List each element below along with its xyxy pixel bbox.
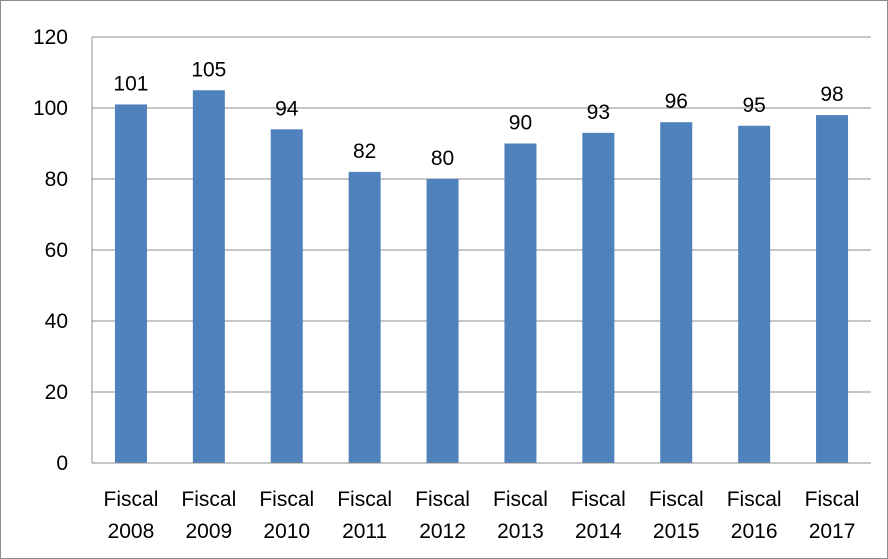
bar xyxy=(426,179,459,463)
y-tick-label: 60 xyxy=(45,239,68,262)
y-tick-label: 100 xyxy=(33,97,68,120)
x-tick-label: 2008 xyxy=(108,520,155,543)
x-tick-label: 2009 xyxy=(185,520,232,543)
y-tick-label: 80 xyxy=(45,168,68,191)
x-tick-label: Fiscal xyxy=(493,488,548,511)
x-tick-label: 2010 xyxy=(263,520,310,543)
x-tick-label: 2011 xyxy=(342,520,387,543)
bars xyxy=(114,90,849,464)
bar xyxy=(114,104,147,463)
y-tick-label: 40 xyxy=(45,310,68,333)
bar xyxy=(270,129,303,464)
data-label: 93 xyxy=(587,101,610,124)
labels: 0 20 40 60 80 100 120 101 Fiscal 2008 105 Fiscal 200… xyxy=(33,26,860,543)
x-tick-label: Fiscal xyxy=(415,488,470,511)
y-tick-label: 120 xyxy=(33,26,68,49)
bar xyxy=(660,122,693,463)
bar xyxy=(348,171,381,463)
x-tick-label: Fiscal xyxy=(571,488,626,511)
bar xyxy=(192,90,225,463)
data-label: 101 xyxy=(113,72,148,95)
bar xyxy=(504,143,537,463)
data-label: 82 xyxy=(353,140,376,163)
axes xyxy=(91,37,871,464)
data-label: 90 xyxy=(509,112,532,135)
x-tick-label: Fiscal xyxy=(805,488,860,511)
x-tick-label: Fiscal xyxy=(259,488,314,511)
data-label: 105 xyxy=(191,58,226,81)
x-tick-label: Fiscal xyxy=(337,488,392,511)
bar xyxy=(738,125,771,463)
x-tick-label: 2015 xyxy=(653,520,700,543)
x-tick-label: 2017 xyxy=(809,520,856,543)
x-tick-label: Fiscal xyxy=(727,488,782,511)
bar xyxy=(582,132,615,463)
bar xyxy=(816,115,849,463)
x-tick-label: 2014 xyxy=(575,520,622,543)
data-label: 95 xyxy=(742,94,765,117)
y-tick-label: 20 xyxy=(45,381,68,404)
x-tick-label: 2012 xyxy=(419,520,466,543)
x-tick-label: Fiscal xyxy=(649,488,704,511)
data-label: 94 xyxy=(275,97,299,120)
data-label: 80 xyxy=(431,147,454,170)
x-tick-label: Fiscal xyxy=(181,488,236,511)
x-tick-label: 2013 xyxy=(497,520,544,543)
y-tick-label: 0 xyxy=(56,452,68,475)
data-label: 96 xyxy=(665,90,688,113)
data-label: 98 xyxy=(820,83,843,106)
x-tick-label: Fiscal xyxy=(104,488,159,511)
x-tick-label: 2016 xyxy=(731,520,778,543)
